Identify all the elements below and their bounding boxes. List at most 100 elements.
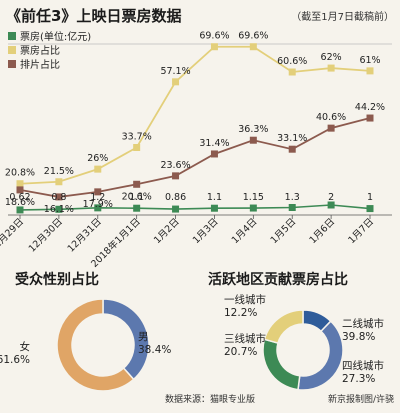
- box-office-marker-3: [133, 204, 141, 212]
- pct-screen-label-4: 23.6%: [160, 160, 190, 171]
- pie2-value-0: 12.2%: [224, 307, 257, 319]
- box-office-label-4: 0.86: [165, 192, 186, 203]
- legend-label-1: 票房占比: [20, 44, 60, 57]
- pie2-name-0: 一线城市: [224, 293, 266, 306]
- pie2-name-2: 四线城市: [342, 359, 384, 372]
- legend-swatch-2: [8, 60, 16, 68]
- pct-box-marker-5: [210, 43, 218, 51]
- x-label-1: 12月30日: [27, 216, 65, 254]
- data-labels: 20.8% 21.5% 26% 33.7% 57.1% 69.6% 69.6% 60.6% 62…: [5, 31, 385, 215]
- pct-screen-label-7: 33.1%: [277, 133, 307, 144]
- source-text: 数据来源：猫眼专业版: [165, 393, 255, 405]
- pct-screen-marker-0: [16, 186, 24, 194]
- pct-screen-marker-7: [288, 145, 296, 153]
- pct-box-label-5: 69.6%: [199, 31, 229, 42]
- box-office-marker-9: [366, 205, 374, 213]
- pct-box-marker-6: [249, 43, 257, 51]
- pct-screen-label-3: 20.6%: [122, 191, 152, 202]
- pie2-title: 活跃地区贡献票房占比: [208, 271, 348, 288]
- box-office-label-1: 0.8: [51, 192, 66, 203]
- pct-box-marker-9: [366, 67, 374, 75]
- pct-screen-marker-3: [133, 180, 141, 188]
- box-office-marker-4: [172, 205, 180, 213]
- pct-box-label-2: 26%: [87, 153, 108, 164]
- pct-screen-label-6: 36.3%: [238, 124, 268, 135]
- box-office-label-3: 1.1: [129, 192, 144, 203]
- pct-box-marker-4: [172, 78, 180, 86]
- pct-screen-marker-8: [327, 124, 335, 132]
- box-office-label-5: 1.1: [207, 192, 222, 203]
- pct-screen-marker-1: [55, 193, 63, 201]
- x-label-2: 12月31日: [66, 216, 104, 254]
- pct-screen-label-0: 18.6%: [5, 197, 35, 208]
- pie2-slice-1: [297, 320, 344, 391]
- pie2-slice-3: [263, 309, 304, 344]
- pct-box-marker-1: [55, 178, 63, 186]
- pct-screen-marker-9: [366, 114, 374, 122]
- pct-box-label-9: 61%: [359, 55, 380, 66]
- pie1-value-0: 38.4%: [138, 344, 171, 356]
- pct-screen-marker-2: [94, 188, 102, 196]
- pie1-title: 受众性别占比: [15, 271, 99, 288]
- pct-screen-marker-6: [249, 136, 257, 144]
- box-office-marker-0: [16, 206, 24, 214]
- pie2-value-1: 39.8%: [342, 331, 375, 343]
- pct-box-label-6: 69.6%: [238, 31, 268, 42]
- box-office-label-0: 0.62: [9, 192, 30, 203]
- legend-swatch-1: [8, 46, 16, 54]
- box-office-marker-2: [94, 204, 102, 212]
- line-box-office: [19, 204, 371, 211]
- pie2-slice-2: [262, 338, 301, 391]
- pct-box-label-7: 60.6%: [277, 56, 307, 67]
- chart-note: （截至1月7日截稿前）: [291, 10, 394, 23]
- pct-box-label-0: 20.8%: [5, 168, 35, 179]
- pct-box-marker-7: [288, 68, 296, 76]
- box-office-label-9: 1: [367, 192, 373, 203]
- pct-box-marker-0: [16, 180, 24, 188]
- pie2-name-3: 三线城市: [224, 332, 266, 345]
- pct-screen-label-9: 44.2%: [355, 102, 385, 113]
- pct-box-marker-3: [133, 144, 141, 152]
- pie2-value-2: 27.3%: [342, 373, 375, 385]
- legend-label-0: 票房(单位:亿元): [20, 30, 91, 43]
- x-label-6: 1月4日: [230, 216, 260, 246]
- pie2-name-1: 二线城市: [342, 317, 384, 330]
- line-pct-screen: [19, 117, 371, 198]
- box-office-marker-5: [210, 204, 218, 212]
- pct-screen-label-8: 40.6%: [316, 112, 346, 123]
- x-label-5: 1月3日: [191, 216, 221, 246]
- gender-donut: 男38.4% 女61.6%: [0, 298, 171, 392]
- pct-screen-label-1: 16.1%: [44, 204, 74, 215]
- pct-screen-marker-4: [172, 172, 180, 180]
- box-office-marker-6: [249, 204, 257, 212]
- pct-box-label-3: 33.7%: [122, 132, 152, 143]
- box-office-marker-7: [288, 204, 296, 211]
- pct-box-marker-8: [327, 64, 335, 72]
- pie1-slice-1: [56, 298, 135, 392]
- pie1-value-1: 61.6%: [0, 354, 30, 366]
- pie2-value-3: 20.7%: [224, 346, 257, 358]
- pie1-name-0: 男: [138, 331, 149, 343]
- series-markers: [16, 43, 374, 214]
- box-office-label-2: 1.2: [90, 192, 105, 203]
- box-office-label-7: 1.3: [285, 192, 300, 203]
- pct-screen-marker-5: [210, 150, 218, 158]
- credit-text: 新京报制图/许骁: [328, 393, 394, 405]
- pct-box-marker-2: [94, 165, 102, 173]
- x-label-0: 2017年12月29日: [0, 216, 26, 279]
- pct-box-label-1: 21.5%: [44, 166, 74, 177]
- box-office-label-8: 2: [328, 192, 334, 203]
- pct-screen-label-5: 31.4%: [199, 138, 229, 149]
- pct-box-label-4: 57.1%: [160, 66, 190, 77]
- pie1-name-1: 女: [20, 340, 31, 353]
- x-label-4: 1月2日: [152, 216, 182, 246]
- line-pct-box: [19, 45, 371, 185]
- x-label-8: 1月6日: [307, 216, 337, 246]
- box-office-marker-1: [55, 205, 63, 213]
- pct-screen-label-2: 17.9%: [83, 199, 113, 210]
- box-office-label-6: 1.15: [243, 192, 264, 203]
